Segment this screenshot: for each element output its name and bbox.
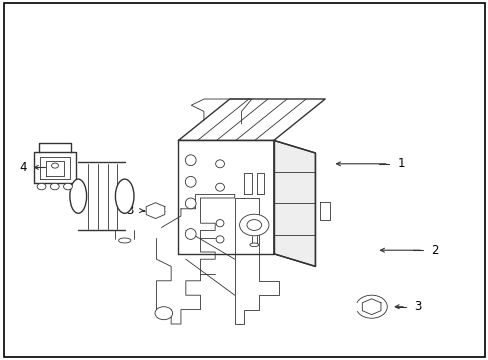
Polygon shape xyxy=(178,140,273,254)
Text: 3: 3 xyxy=(125,204,133,217)
Ellipse shape xyxy=(185,198,196,209)
Polygon shape xyxy=(40,157,70,179)
Polygon shape xyxy=(337,303,360,310)
Ellipse shape xyxy=(185,229,196,239)
Circle shape xyxy=(37,183,46,190)
Polygon shape xyxy=(178,99,325,140)
Ellipse shape xyxy=(185,176,196,187)
Text: 1: 1 xyxy=(396,157,404,170)
Circle shape xyxy=(50,183,59,190)
Polygon shape xyxy=(150,219,160,237)
Ellipse shape xyxy=(216,220,224,227)
Ellipse shape xyxy=(216,236,224,243)
Circle shape xyxy=(155,307,172,320)
Polygon shape xyxy=(362,299,380,315)
Polygon shape xyxy=(273,140,315,266)
Polygon shape xyxy=(46,161,64,176)
Circle shape xyxy=(246,220,261,230)
Ellipse shape xyxy=(115,179,134,213)
Polygon shape xyxy=(256,173,264,194)
Circle shape xyxy=(239,214,268,236)
Text: 3: 3 xyxy=(413,300,421,313)
Ellipse shape xyxy=(215,160,224,168)
Ellipse shape xyxy=(185,155,196,166)
Text: 4: 4 xyxy=(20,161,27,174)
Polygon shape xyxy=(34,152,76,183)
Ellipse shape xyxy=(70,179,86,213)
Polygon shape xyxy=(244,173,251,194)
Ellipse shape xyxy=(249,243,258,247)
Polygon shape xyxy=(234,198,278,324)
Circle shape xyxy=(63,183,72,190)
Polygon shape xyxy=(146,203,164,219)
Text: 2: 2 xyxy=(430,244,438,257)
Ellipse shape xyxy=(119,238,131,243)
Polygon shape xyxy=(156,194,234,324)
Ellipse shape xyxy=(215,183,224,191)
